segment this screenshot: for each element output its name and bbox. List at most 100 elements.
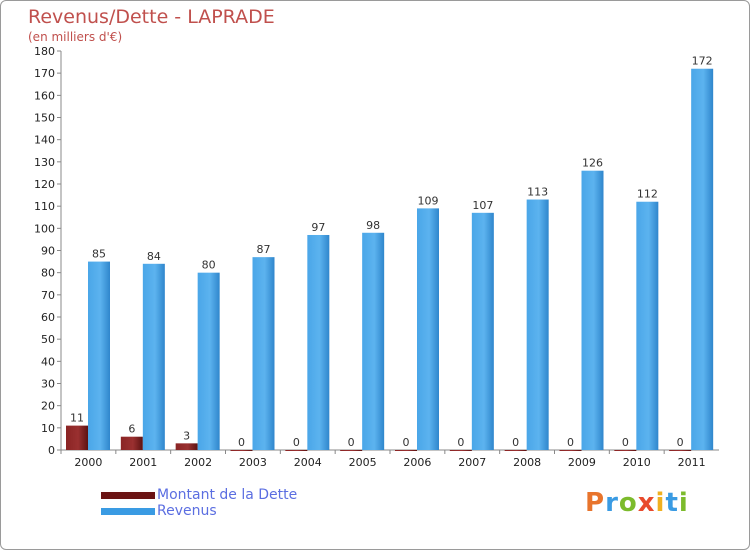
data-label-debt-2003: 0: [238, 436, 245, 449]
bar-revenus-2000: [88, 261, 110, 450]
logo-letter: i: [678, 488, 689, 518]
bar-revenus-2003: [252, 257, 275, 450]
data-label-revenus-2007: 107: [472, 199, 493, 212]
y-tick-label: 60: [41, 311, 55, 324]
y-tick-label: 90: [41, 245, 55, 258]
x-tick-label: 2002: [184, 456, 212, 469]
bar-debt-2002: [175, 443, 198, 450]
data-label-revenus-2002: 80: [202, 259, 216, 272]
data-label-debt-2005: 0: [348, 436, 355, 449]
y-tick-label: 20: [41, 400, 55, 413]
y-tick-label: 50: [41, 333, 55, 346]
bar-revenus-2010: [636, 201, 659, 450]
bar-revenus-2011: [691, 68, 714, 450]
data-label-revenus-2005: 98: [366, 219, 380, 232]
bar-debt-2008: [504, 450, 527, 451]
bar-debt-2010: [614, 450, 637, 451]
bar-revenus-2004: [307, 234, 330, 450]
bar-debt-2001: [120, 436, 143, 450]
data-label-revenus-2008: 113: [527, 186, 548, 199]
x-tick-label: 2011: [678, 456, 706, 469]
logo-letter: x: [637, 488, 656, 518]
y-tick-label: 10: [41, 422, 55, 435]
bar-revenus-2005: [362, 232, 385, 450]
legend-swatch-revenus: [101, 507, 155, 515]
data-label-debt-2008: 0: [512, 436, 519, 449]
data-label-debt-2001: 6: [128, 423, 135, 436]
data-label-revenus-2011: 172: [692, 55, 713, 68]
y-tick-label: 180: [34, 45, 55, 58]
y-tick-label: 140: [34, 134, 55, 147]
bars: [66, 68, 714, 451]
bar-debt-2011: [669, 450, 692, 451]
x-tick-label: 2009: [568, 456, 596, 469]
data-label-revenus-2003: 87: [257, 243, 271, 256]
y-tick-label: 130: [34, 156, 55, 169]
legend-item-debt: Montant de la Dette: [101, 487, 297, 503]
y-tick-label: 160: [34, 89, 55, 102]
logo-letter: r: [605, 488, 619, 518]
legend: Montant de la Dette Revenus: [101, 487, 297, 519]
legend-item-revenus: Revenus: [101, 503, 297, 519]
data-labels: 11 85 6 84 3 80 0 87 0 97 0 98 0 109 0 107 0 113 0 126 0 112 0…: [70, 55, 713, 449]
data-label-revenus-2009: 126: [582, 157, 603, 170]
data-label-debt-2009: 0: [567, 436, 574, 449]
y-tick-label: 170: [34, 67, 55, 80]
y-tick-label: 30: [41, 378, 55, 391]
x-tick-label: 2001: [129, 456, 157, 469]
data-label-debt-2010: 0: [622, 436, 629, 449]
bar-debt-2007: [449, 450, 472, 451]
bar-revenus-2001: [142, 263, 165, 450]
proxiti-logo: Proxiti: [585, 488, 689, 518]
logo-letter: t: [665, 488, 679, 518]
data-label-revenus-2004: 97: [311, 221, 325, 234]
x-tick-label: 2010: [623, 456, 651, 469]
y-tick-label: 110: [34, 200, 55, 213]
bar-revenus-2009: [581, 170, 604, 450]
y-tick-label: 80: [41, 267, 55, 280]
legend-swatch-debt: [101, 491, 155, 499]
x-tick-label: 2006: [403, 456, 431, 469]
y-tick-label: 0: [48, 444, 55, 457]
chart-title: Revenus/Dette - LAPRADE: [28, 6, 275, 28]
axes: 0102030405060708090100110120130140150160…: [34, 45, 719, 469]
y-tick-label: 100: [34, 222, 55, 235]
x-tick-label: 2008: [513, 456, 541, 469]
x-tick-label: 2005: [349, 456, 377, 469]
data-label-revenus-2006: 109: [418, 194, 439, 207]
bar-debt-2009: [559, 450, 582, 451]
x-tick-label: 2000: [74, 456, 102, 469]
y-tick-label: 150: [34, 112, 55, 125]
x-tick-label: 2003: [239, 456, 267, 469]
y-tick-label: 40: [41, 355, 55, 368]
data-label-revenus-2000: 85: [92, 248, 106, 261]
bar-debt-2004: [285, 450, 308, 451]
bar-revenus-2008: [526, 199, 549, 450]
bar-debt-2000: [66, 425, 88, 450]
logo-letter: o: [618, 488, 638, 518]
data-label-revenus-2001: 84: [147, 250, 161, 263]
bar-debt-2005: [340, 450, 363, 451]
y-tick-label: 120: [34, 178, 55, 191]
bar-debt-2003: [230, 450, 253, 451]
legend-label-revenus: Revenus: [157, 503, 217, 519]
x-tick-label: 2007: [458, 456, 486, 469]
legend-label-debt: Montant de la Dette: [157, 487, 298, 503]
bar-revenus-2002: [197, 272, 220, 450]
data-label-debt-2007: 0: [457, 436, 464, 449]
logo-letter: i: [655, 488, 666, 518]
x-tick-label: 2004: [294, 456, 322, 469]
bar-revenus-2007: [471, 212, 494, 450]
chart-subtitle: (en milliers d'€): [28, 30, 123, 44]
data-label-revenus-2010: 112: [637, 188, 658, 201]
data-label-debt-2002: 3: [183, 429, 190, 442]
bar-revenus-2006: [417, 208, 439, 450]
data-label-debt-2004: 0: [293, 436, 300, 449]
y-tick-label: 70: [41, 289, 55, 302]
logo-letter: P: [585, 488, 606, 518]
bar-debt-2006: [395, 450, 417, 451]
data-label-debt-2000: 11: [70, 412, 84, 425]
data-label-debt-2006: 0: [403, 436, 410, 449]
